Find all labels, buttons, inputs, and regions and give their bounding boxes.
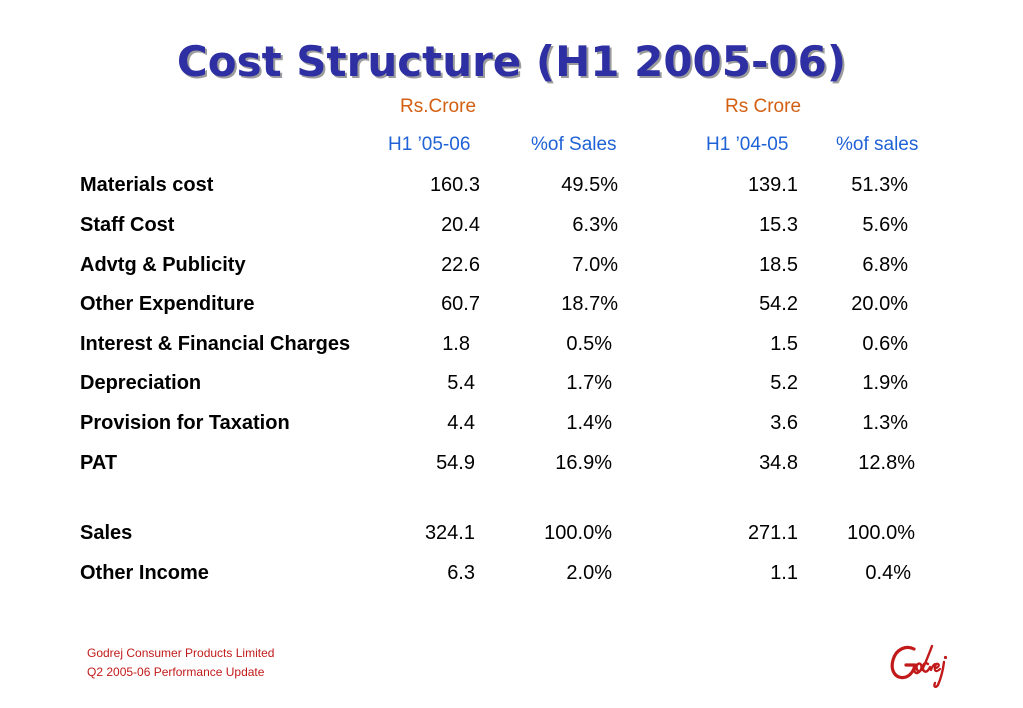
row-label: Other Income bbox=[80, 562, 209, 584]
row-label: Materials cost bbox=[80, 174, 214, 196]
table-row: PAT 54.9 16.9% 34.8 12.8% bbox=[0, 451, 1023, 475]
pct-previous: 100.0% bbox=[847, 522, 915, 544]
value-current: 4.4 bbox=[447, 412, 475, 434]
pct-current: 16.9% bbox=[555, 452, 612, 474]
row-label: Provision for Taxation bbox=[80, 412, 290, 434]
table-row: Advtg & Publicity 22.6 7.0% 18.5 6.8% bbox=[0, 253, 1023, 277]
value-previous: 18.5 bbox=[759, 254, 798, 276]
pct-previous: 0.4% bbox=[865, 562, 911, 584]
table-row: Interest & Financial Charges 1.8 0.5% 1.… bbox=[0, 332, 1023, 356]
pct-current: 7.0% bbox=[572, 254, 618, 276]
pct-current: 49.5% bbox=[561, 174, 618, 196]
pct-previous: 0.6% bbox=[862, 333, 908, 355]
pct-current: 1.7% bbox=[566, 372, 612, 394]
value-previous: 1.1 bbox=[770, 562, 798, 584]
value-previous: 1.5 bbox=[770, 333, 798, 355]
pct-header-current: %of Sales bbox=[531, 134, 617, 155]
pct-previous: 6.8% bbox=[862, 254, 908, 276]
pct-previous: 51.3% bbox=[851, 174, 908, 196]
pct-current: 100.0% bbox=[544, 522, 612, 544]
value-current: 22.6 bbox=[441, 254, 480, 276]
pct-previous: 12.8% bbox=[858, 452, 915, 474]
pct-current: 2.0% bbox=[566, 562, 612, 584]
value-previous: 15.3 bbox=[759, 214, 798, 236]
value-current: 60.7 bbox=[441, 293, 480, 315]
row-label: Interest & Financial Charges bbox=[80, 333, 351, 355]
table-row: Other Expenditure 60.7 18.7% 54.2 20.0% bbox=[0, 292, 1023, 316]
pct-previous: 20.0% bbox=[851, 293, 908, 315]
value-previous: 34.8 bbox=[759, 452, 798, 474]
pct-current: 0.5% bbox=[566, 333, 612, 355]
value-current: 20.4 bbox=[441, 214, 480, 236]
slide-title: Cost Structure (H1 2005-06) bbox=[176, 37, 847, 86]
value-current: 1.8 bbox=[442, 333, 470, 355]
pct-current: 1.4% bbox=[566, 412, 612, 434]
value-current: 5.4 bbox=[447, 372, 475, 394]
row-label: Other Expenditure bbox=[80, 293, 255, 315]
table-row: Depreciation 5.4 1.7% 5.2 1.9% bbox=[0, 371, 1023, 395]
table-row: Other Income 6.3 2.0% 1.1 0.4% bbox=[0, 561, 1023, 585]
godrej-logo bbox=[890, 644, 948, 688]
pct-header-previous: %of sales bbox=[836, 134, 919, 155]
table-row: Staff Cost 20.4 6.3% 15.3 5.6% bbox=[0, 213, 1023, 237]
row-label: Depreciation bbox=[80, 372, 202, 394]
value-previous: 3.6 bbox=[770, 412, 798, 434]
row-label: PAT bbox=[80, 452, 118, 474]
value-current: 324.1 bbox=[424, 522, 475, 544]
row-label: Advtg & Publicity bbox=[80, 254, 246, 276]
value-previous: 54.2 bbox=[759, 293, 798, 315]
value-current: 160.3 bbox=[429, 174, 480, 196]
unit-header-previous: Rs Crore bbox=[725, 96, 802, 117]
pct-previous: 1.3% bbox=[862, 412, 908, 434]
pct-previous: 1.9% bbox=[862, 372, 908, 394]
pct-previous: 5.6% bbox=[862, 214, 908, 236]
value-current: 54.9 bbox=[436, 452, 475, 474]
pct-current: 6.3% bbox=[572, 214, 618, 236]
pct-current: 18.7% bbox=[561, 293, 618, 315]
unit-header-current: Rs.Crore bbox=[400, 96, 477, 117]
row-label: Staff Cost bbox=[80, 214, 175, 236]
value-previous: 139.1 bbox=[747, 174, 798, 196]
footer-company: Godrej Consumer Products Limited bbox=[87, 646, 275, 660]
value-previous: 271.1 bbox=[747, 522, 798, 544]
table-row: Sales 324.1 100.0% 271.1 100.0% bbox=[0, 521, 1023, 545]
table-row: Provision for Taxation 4.4 1.4% 3.6 1.3% bbox=[0, 411, 1023, 435]
value-previous: 5.2 bbox=[770, 372, 798, 394]
value-current: 6.3 bbox=[447, 562, 475, 584]
period-header-previous: H1 ’04-05 bbox=[706, 134, 789, 155]
footer-subtitle: Q2 2005-06 Performance Update bbox=[87, 665, 265, 679]
period-header-current: H1 ’05-06 bbox=[388, 134, 471, 155]
table-row: Materials cost 160.3 49.5% 139.1 51.3% bbox=[0, 173, 1023, 197]
row-label: Sales bbox=[80, 522, 133, 544]
